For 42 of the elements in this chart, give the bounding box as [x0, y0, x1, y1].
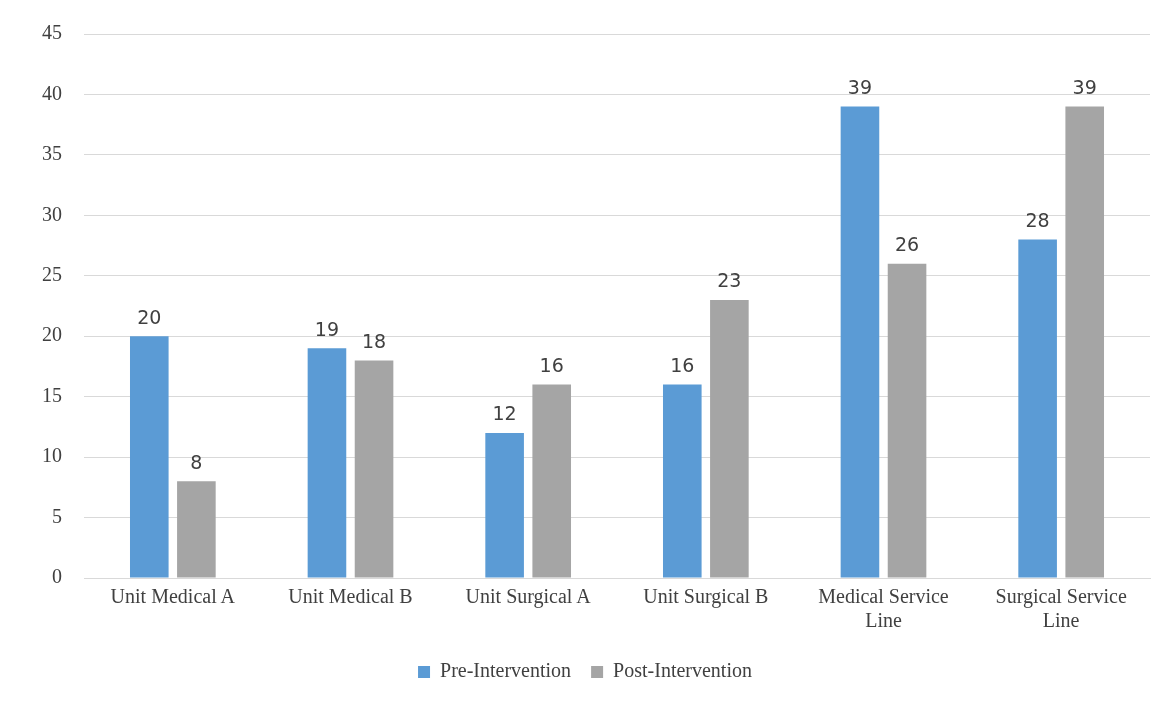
- bar: [129, 336, 169, 578]
- bar: [532, 384, 572, 578]
- y-tick-label: 35: [42, 142, 62, 165]
- data-label: 28: [1025, 208, 1050, 231]
- y-tick-label: 10: [42, 444, 62, 467]
- bar: [662, 384, 702, 578]
- data-label: 23: [717, 269, 742, 292]
- x-tick-label: Unit Medical A: [110, 585, 236, 608]
- y-tick-label: 40: [42, 81, 62, 104]
- x-tick-label: Unit Medical B: [288, 585, 413, 608]
- data-label: 16: [539, 354, 564, 377]
- x-tick-label: Surgical Service Line: [995, 585, 1127, 632]
- data-label: 16: [670, 354, 695, 377]
- data-label: 19: [314, 317, 340, 340]
- bar: [307, 348, 347, 578]
- data-label: 12: [492, 402, 517, 425]
- data-label: 20: [137, 305, 162, 328]
- legend-label: Pre-Intervention: [440, 659, 572, 682]
- bar: [1065, 106, 1105, 578]
- y-tick-label: 0: [52, 565, 62, 588]
- bar: [710, 299, 749, 578]
- legend-label: Post-Intervention: [613, 659, 752, 682]
- bar: [887, 263, 927, 578]
- y-tick-label: 5: [52, 504, 62, 527]
- data-label: 18: [361, 329, 387, 352]
- data-label: 26: [894, 233, 920, 256]
- y-tick-label: 30: [42, 202, 62, 225]
- bar: [354, 360, 394, 578]
- data-label: 39: [847, 75, 873, 98]
- bar: [485, 432, 524, 578]
- x-tick-label: Unit Surgical A: [465, 585, 592, 609]
- y-tick-label: 15: [42, 383, 62, 406]
- bar: [840, 106, 880, 578]
- data-label: 39: [1072, 75, 1097, 98]
- y-tick-label: 20: [42, 323, 62, 346]
- bar: [1018, 239, 1057, 578]
- bar: [177, 481, 216, 578]
- x-tick-label: Medical Service Line: [818, 585, 949, 632]
- x-tick-label: Unit Surgical B: [643, 585, 769, 609]
- y-tick-label: 25: [42, 263, 62, 286]
- y-tick-label: 45: [42, 21, 62, 44]
- data-label: 8: [190, 450, 203, 473]
